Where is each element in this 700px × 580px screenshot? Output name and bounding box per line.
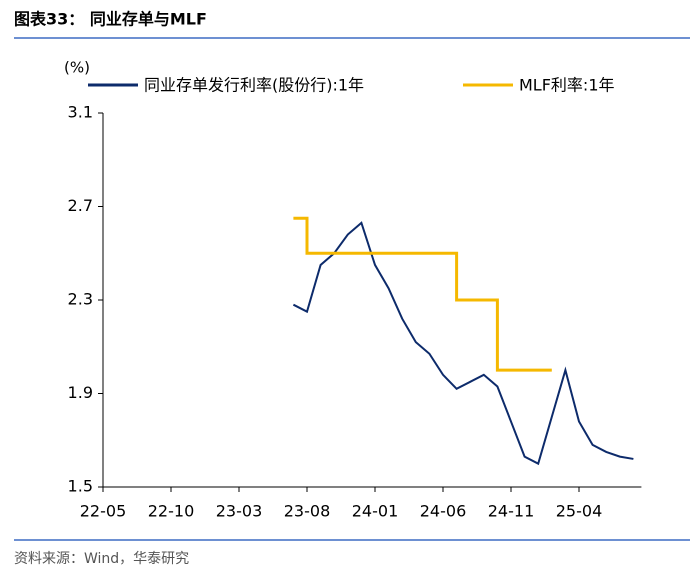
legend-label: MLF利率:1年 bbox=[519, 76, 615, 95]
y-tick-label: 2.7 bbox=[68, 196, 93, 215]
x-tick-label: 24-11 bbox=[488, 502, 535, 521]
x-tick-label: 22-10 bbox=[148, 502, 195, 521]
x-tick-label: 25-04 bbox=[556, 502, 603, 521]
y-tick-label: 1.5 bbox=[68, 477, 93, 496]
y-tick-label: 3.1 bbox=[68, 103, 93, 122]
y-tick-label: 2.3 bbox=[68, 290, 93, 309]
x-tick-label: 24-06 bbox=[420, 502, 467, 521]
x-tick-label: 23-08 bbox=[284, 502, 331, 521]
x-tick-label: 22-05 bbox=[80, 502, 127, 521]
chart-title: 图表33： 同业存单与MLF bbox=[14, 10, 207, 29]
x-tick-label: 23-03 bbox=[216, 502, 263, 521]
y-tick-label: 1.9 bbox=[68, 383, 93, 402]
series-line bbox=[293, 216, 552, 372]
source: 资料来源：Wind，华泰研究 bbox=[14, 551, 189, 567]
x-tick-label: 24-01 bbox=[352, 502, 399, 521]
series-line bbox=[292, 221, 634, 466]
y-axis-label: (%) bbox=[64, 59, 90, 77]
legend-label: 同业存单发行利率(股份行):1年 bbox=[144, 76, 364, 95]
